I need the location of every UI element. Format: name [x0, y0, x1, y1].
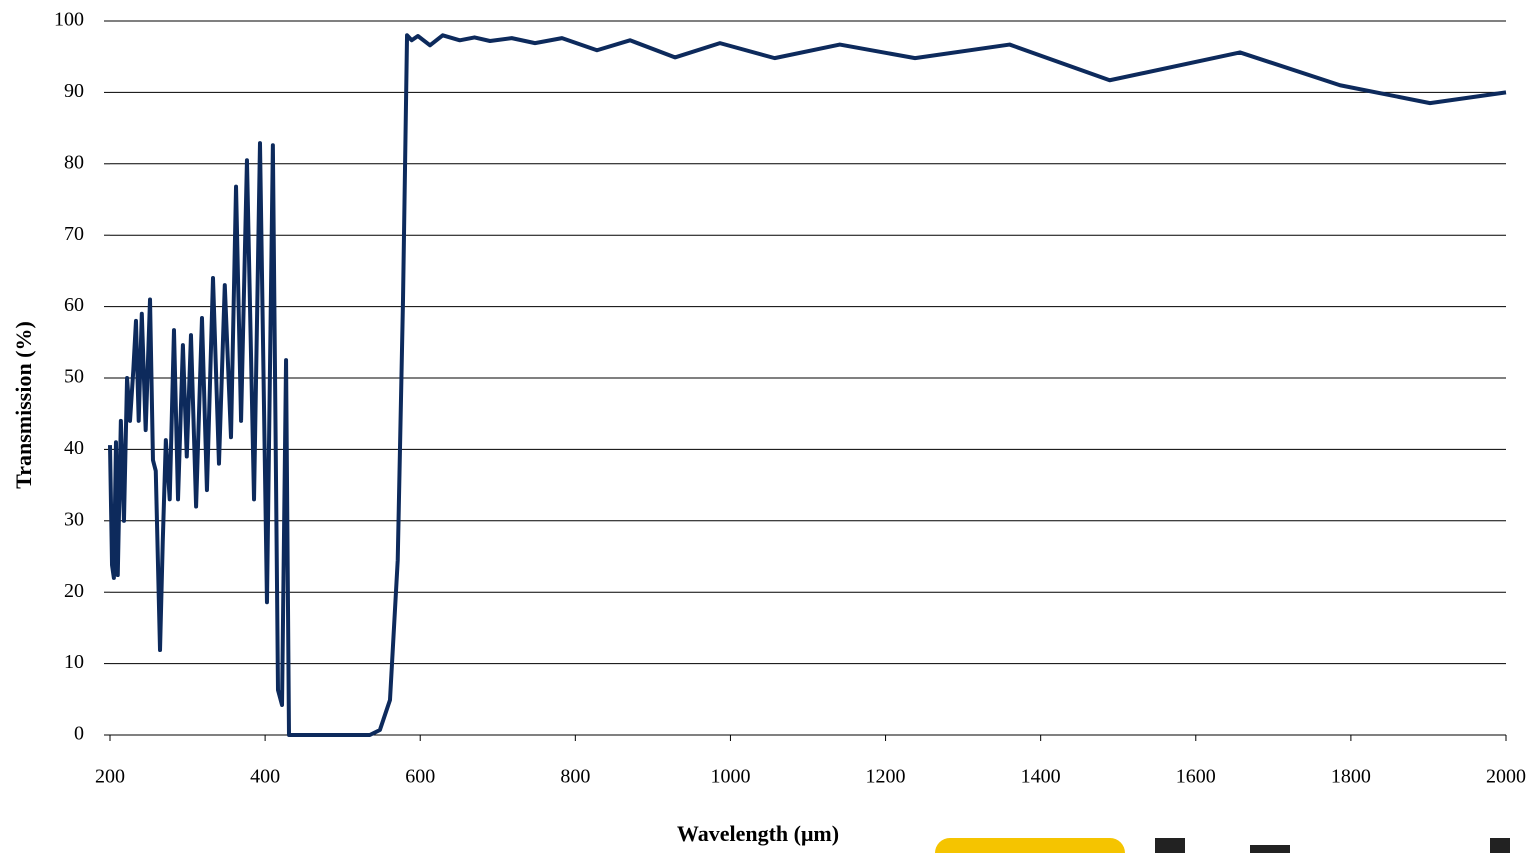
y-tick-label: 20 [64, 580, 84, 602]
y-axis-title: Transmission (%) [11, 321, 36, 489]
x-tick-label: 400 [250, 766, 280, 788]
y-tick-label: 40 [64, 437, 84, 459]
x-tick-label: 200 [95, 766, 125, 788]
x-tick-label: 1600 [1176, 766, 1216, 788]
y-tick-label: 10 [64, 651, 84, 673]
x-tick-label: 1800 [1331, 766, 1371, 788]
y-tick-label: 80 [64, 151, 84, 173]
logo-shape [1250, 845, 1290, 853]
x-tick-label: 1400 [1021, 766, 1061, 788]
y-tick-label: 30 [64, 508, 84, 530]
x-axis-title: Wavelength (μm) [677, 821, 839, 846]
logo-shape [935, 838, 1125, 853]
x-tick-label: 2000 [1486, 766, 1526, 788]
data-line [108, 33, 1507, 737]
y-tick-label: 100 [54, 9, 84, 31]
x-tick-label: 1000 [710, 766, 750, 788]
y-tick-label: 50 [64, 366, 84, 388]
x-tick-label: 800 [560, 766, 590, 788]
logo-shape [1155, 838, 1185, 853]
x-tick-label: 600 [405, 766, 435, 788]
y-tick-label: 60 [64, 294, 84, 316]
y-tick-label: 70 [64, 223, 84, 245]
logo-shape [1490, 838, 1510, 853]
logo [935, 838, 1510, 853]
y-tick-label: 90 [64, 80, 84, 102]
y-tick-label: 0 [74, 723, 84, 745]
x-tick-label: 1200 [866, 766, 906, 788]
